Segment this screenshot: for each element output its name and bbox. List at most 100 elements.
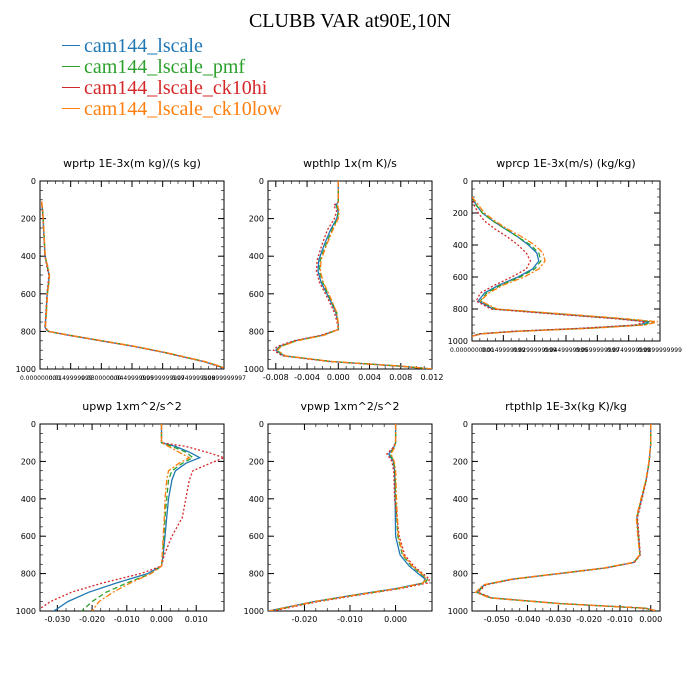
y-tick-label: 400 bbox=[453, 495, 468, 504]
x-tick-label: -0.004 bbox=[294, 373, 320, 382]
series-line-cam144_lscale_ck10hi bbox=[477, 424, 658, 611]
x-tick-label: 0.010 bbox=[185, 615, 208, 624]
panel-title: vpwp 1xm^2/s^2 bbox=[300, 400, 399, 413]
x-tick-label: 0.0000000000 bbox=[450, 347, 494, 354]
plot-frame bbox=[39, 423, 225, 612]
y-tick-label: 600 bbox=[249, 532, 264, 541]
y-tick-label: 200 bbox=[453, 209, 468, 218]
series-line-cam144_lscale bbox=[40, 201, 224, 369]
series-line-cam144_lscale_ck10hi bbox=[272, 424, 431, 611]
panel-title: rtpthlp 1E-3x(kg K)/kg bbox=[505, 400, 627, 413]
x-tick-label: -0.010 bbox=[114, 615, 140, 624]
y-tick-label: 0 bbox=[463, 177, 468, 186]
x-tick-label: -0.050 bbox=[484, 615, 510, 624]
plot-panel: rtpthlp 1E-3x(kg K)/kg 0 200 400 600 800 1000 -… bbox=[448, 400, 663, 624]
series-line-cam144_lscale_ck10hi bbox=[40, 424, 224, 610]
panel-title: wpthlp 1x(m K)/s bbox=[303, 157, 397, 170]
y-tick-label: 800 bbox=[21, 570, 36, 579]
plot-panel: wprtp 1E-3x(m kg)/(s kg) 0 200 400 600 800 100… bbox=[16, 157, 246, 382]
series-line-cam144_lscale_ck10hi bbox=[272, 181, 432, 369]
x-tick-label: 0.000 bbox=[150, 615, 173, 624]
series-line-cam144_lscale_ck10hi bbox=[40, 201, 223, 369]
y-tick-label: 800 bbox=[453, 305, 468, 314]
series-line-cam144_lscale bbox=[53, 424, 202, 611]
x-tick-label: 0.030000000 bbox=[81, 375, 121, 382]
plot-panel: wpthlp 1x(m K)/s 0 200 400 600 800 1000-0.008-… bbox=[244, 157, 444, 382]
x-tick-label: 0.0599999999 bbox=[141, 375, 185, 382]
y-tick-label: 800 bbox=[453, 570, 468, 579]
y-tick-label: 400 bbox=[249, 495, 264, 504]
x-tick-label: 0.0749999999 bbox=[607, 347, 651, 354]
y-tick-label: 600 bbox=[453, 273, 468, 282]
y-tick-label: 0 bbox=[259, 177, 264, 186]
y-tick-label: 400 bbox=[21, 495, 36, 504]
x-tick-label: -0.020 bbox=[576, 615, 602, 624]
x-tick-label: 0.000 bbox=[384, 615, 407, 624]
x-tick-label: 0.000000000 bbox=[20, 375, 60, 382]
series-line-cam144_lscale_ck10low bbox=[40, 201, 224, 369]
plot-panel: wprcp 1E-3x(m/s) (kg/kg) 0 200 400 600 800 100… bbox=[448, 157, 682, 354]
x-tick-label: 0.008 bbox=[389, 373, 412, 382]
legend-item: cam144_lscale_ck10hi bbox=[62, 78, 282, 99]
y-tick-label: 1000 bbox=[244, 365, 264, 374]
legend-label: cam144_lscale_ck10low bbox=[84, 98, 282, 120]
y-tick-label: 1000 bbox=[244, 607, 264, 616]
panel-title: wprcp 1E-3x(m/s) (kg/kg) bbox=[496, 157, 635, 170]
legend-label: cam144_lscale bbox=[84, 35, 203, 57]
series-line-cam144_lscale_pmf bbox=[472, 196, 654, 337]
series-line-cam144_lscale_pmf bbox=[270, 424, 429, 611]
x-tick-label: 0.0149999999 bbox=[49, 375, 93, 382]
x-tick-label: 0.0899999997 bbox=[202, 375, 246, 382]
y-tick-label: 600 bbox=[21, 290, 36, 299]
panel-title: wprtp 1E-3x(m kg)/(s kg) bbox=[63, 157, 201, 170]
plot-panel: upwp 1xm^2/s^2 0 200 400 600 800 1000 -0.030 -0.… bbox=[16, 400, 225, 624]
y-tick-label: 200 bbox=[21, 215, 36, 224]
y-tick-label: 200 bbox=[249, 457, 264, 466]
y-tick-label: 1000 bbox=[16, 607, 36, 616]
legend-item: cam144_lscale_ck10low bbox=[62, 99, 282, 120]
x-tick-label: 0.0449999999 bbox=[110, 375, 154, 382]
x-tick-label: -0.008 bbox=[263, 373, 289, 382]
series-line-cam144_lscale_ck10low bbox=[276, 181, 432, 369]
y-tick-label: 200 bbox=[249, 215, 264, 224]
series-line-cam144_lscale_ck10hi bbox=[472, 196, 646, 337]
legend-swatch bbox=[62, 44, 80, 46]
legend-swatch bbox=[62, 65, 80, 67]
y-tick-label: 800 bbox=[21, 327, 36, 336]
y-tick-label: 0 bbox=[463, 420, 468, 429]
legend-item: cam144_lscale bbox=[62, 36, 282, 57]
series-line-cam144_lscale_ck10low bbox=[474, 424, 658, 611]
series-line-cam144_lscale_ck10low bbox=[472, 196, 659, 337]
series-line-cam144_lscale_pmf bbox=[476, 424, 658, 611]
legend: cam144_lscale cam144_lscale_pmf cam144_l… bbox=[62, 36, 282, 120]
legend-label: cam144_lscale_pmf bbox=[84, 56, 246, 78]
legend-swatch bbox=[62, 107, 80, 109]
y-tick-label: 600 bbox=[453, 532, 468, 541]
series-line-cam144_lscale_pmf bbox=[81, 424, 194, 611]
series-line-cam144_lscale bbox=[472, 196, 650, 337]
y-tick-label: 400 bbox=[453, 241, 468, 250]
y-tick-label: 600 bbox=[249, 290, 264, 299]
x-tick-label: 0.000 bbox=[639, 615, 662, 624]
plot-panel: vpwp 1xm^2/s^2 0 200 400 600 800 1000 -0.020 -0.… bbox=[244, 400, 433, 624]
y-tick-label: 600 bbox=[21, 532, 36, 541]
x-tick-label: -0.020 bbox=[79, 615, 105, 624]
series-line-cam144_lscale bbox=[268, 424, 427, 611]
plot-frame bbox=[267, 180, 433, 370]
y-tick-label: 400 bbox=[249, 252, 264, 261]
x-tick-label: -0.010 bbox=[337, 615, 363, 624]
x-tick-label: -0.020 bbox=[292, 615, 318, 624]
x-tick-label: 0.0749999999 bbox=[171, 375, 215, 382]
x-tick-label: -0.040 bbox=[515, 615, 541, 624]
x-tick-label: 0.0299999999 bbox=[513, 347, 557, 354]
x-tick-label: -0.030 bbox=[44, 615, 70, 624]
plot-frame bbox=[39, 180, 225, 370]
y-tick-label: 0 bbox=[259, 420, 264, 429]
series-line-cam144_lscale_ck10low bbox=[91, 424, 191, 611]
y-tick-label: 800 bbox=[249, 327, 264, 336]
legend-label: cam144_lscale_ck10hi bbox=[84, 77, 268, 99]
panel-title: upwp 1xm^2/s^2 bbox=[82, 400, 182, 413]
series-line-cam144_lscale bbox=[475, 424, 658, 611]
plot-frame bbox=[471, 423, 661, 612]
